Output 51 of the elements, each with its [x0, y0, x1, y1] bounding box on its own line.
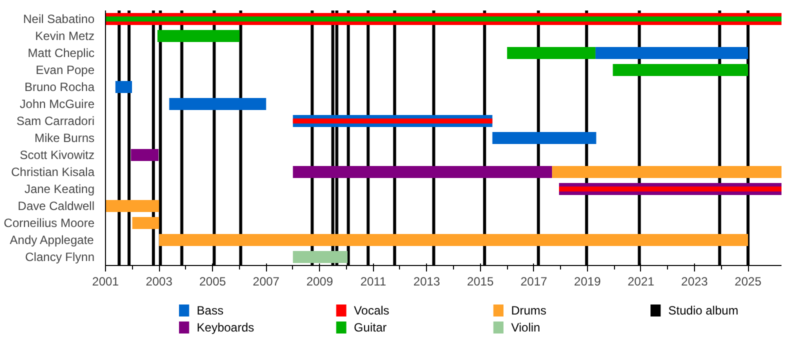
x-tick-label: 2025	[734, 274, 762, 288]
legend-label: Keyboards	[196, 320, 254, 334]
x-tick-label: 2023	[681, 274, 708, 288]
y-tick-label: Kevin Metz	[35, 29, 95, 43]
x-tick-label: 2019	[574, 274, 602, 288]
y-tick-label: Mike Burns	[34, 131, 95, 145]
x-tick-label: 2007	[252, 274, 280, 288]
legend-label: Violin	[511, 320, 540, 334]
x-tick-label: 2021	[628, 274, 655, 288]
legend-label: Bass	[196, 304, 224, 318]
bar	[169, 98, 266, 110]
y-tick-label: Evan Pope	[36, 63, 95, 77]
y-tick-label: Bruno Rocha	[24, 80, 95, 94]
y-tick-label: Matt Cheplic	[28, 46, 95, 60]
bar	[559, 186, 782, 192]
x-tick-label: 2005	[199, 274, 226, 288]
bar	[157, 30, 240, 42]
x-tick-label: 2015	[466, 274, 494, 288]
y-tick-label: Clancy Flynn	[25, 250, 94, 264]
x-tick-label: 2017	[520, 274, 548, 288]
y-tick-label: Dave Caldwell	[18, 199, 95, 213]
y-tick-label: Andy Applegate	[10, 233, 94, 247]
bar	[159, 234, 748, 246]
x-tick-label: 2001	[92, 274, 120, 288]
bar	[507, 47, 596, 59]
bar	[115, 81, 132, 93]
y-tick-label: Scott Kivowitz	[20, 148, 95, 162]
bar	[552, 166, 782, 178]
bar	[292, 118, 492, 124]
y-tick-label: Christian Kisala	[11, 165, 95, 179]
legend-label: Vocals	[354, 304, 390, 318]
bar	[130, 149, 159, 161]
bar	[132, 217, 160, 229]
x-tick-label: 2013	[413, 274, 440, 288]
bar	[292, 166, 552, 178]
bar	[292, 251, 348, 263]
y-tick-label: Neil Sabatino	[23, 12, 95, 26]
bar	[612, 64, 748, 76]
x-tick-label: 2011	[360, 274, 386, 288]
legend-label: Drums	[511, 304, 546, 318]
legend-label: Guitar	[354, 320, 387, 334]
bar	[106, 200, 160, 212]
y-tick-label: John McGuire	[20, 97, 95, 111]
bar	[595, 47, 748, 59]
y-tick-label: Corneilius Moore	[4, 216, 95, 230]
y-tick-label: Sam Carradori	[16, 114, 95, 128]
legend-label: Studio album	[668, 304, 738, 318]
y-tick-label: Jane Keating	[24, 182, 95, 196]
bar	[492, 132, 596, 144]
x-tick-label: 2003	[146, 274, 173, 288]
x-tick-label: 2009	[306, 274, 334, 288]
